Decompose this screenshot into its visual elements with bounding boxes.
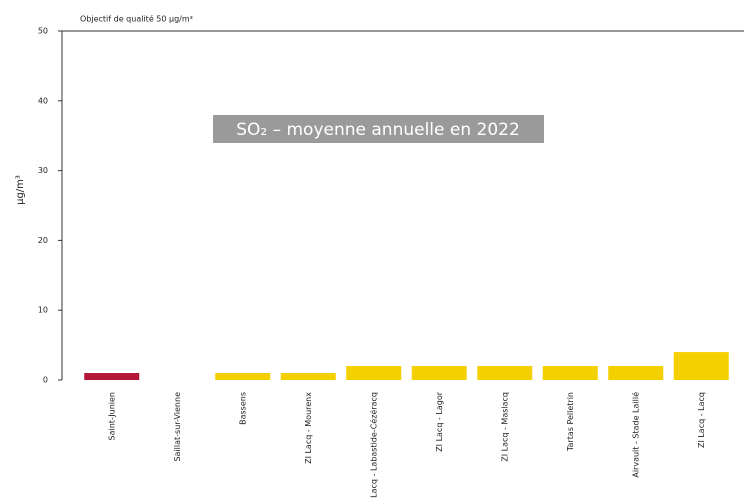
x-tick-label: Saint-Junien bbox=[107, 392, 116, 440]
x-tick-label: ZI Lacq - Maslacq bbox=[500, 392, 509, 462]
x-tick-label: ZI Lacq - Mourenx bbox=[304, 392, 313, 464]
y-tick-label: 0 bbox=[43, 376, 48, 385]
y-tick-label: 10 bbox=[38, 306, 48, 315]
y-tick-label: 20 bbox=[38, 236, 48, 245]
y-axis-label: µg/m³ bbox=[15, 175, 26, 205]
overlay-box bbox=[213, 115, 544, 143]
y-tick-label: 30 bbox=[38, 166, 48, 175]
bar bbox=[477, 366, 533, 380]
bar bbox=[280, 373, 336, 380]
x-tick-label: Bassens bbox=[238, 392, 247, 425]
threshold-annotation: Objectif de qualité 50 µg/m³ bbox=[80, 14, 193, 24]
bar bbox=[542, 366, 598, 380]
bar bbox=[346, 366, 402, 380]
bar bbox=[673, 352, 729, 380]
bar bbox=[608, 366, 664, 380]
y-tick-label: 40 bbox=[38, 96, 48, 105]
x-tick-label: ZI Lacq - Labastide-Cézéracq bbox=[368, 392, 378, 500]
bar bbox=[215, 373, 271, 380]
x-tick-label: ZI Lacq - Lagor bbox=[435, 391, 444, 452]
x-tick-label: Saillat-sur-Vienne bbox=[173, 392, 182, 462]
bar bbox=[411, 366, 467, 380]
overlay-title: SO₂ – moyenne annuelle en 2022 bbox=[236, 120, 520, 140]
x-tick-label: Airvault - Stade Laillé bbox=[630, 392, 640, 478]
y-tick-label: 50 bbox=[38, 27, 48, 36]
bar bbox=[84, 373, 140, 380]
x-tick-label: Tartas Pelletrin bbox=[566, 392, 575, 452]
x-tick-label: ZI Lacq - Lacq bbox=[697, 392, 706, 448]
